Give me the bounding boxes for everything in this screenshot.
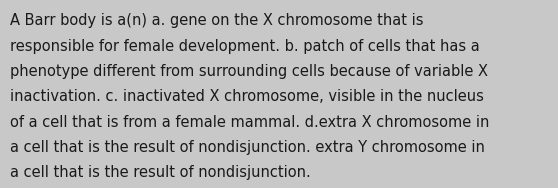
Text: of a cell that is from a female mammal. d.extra X chromosome in: of a cell that is from a female mammal. … bbox=[10, 115, 489, 130]
Text: A Barr body is a(n) a. gene on the X chromosome that is: A Barr body is a(n) a. gene on the X chr… bbox=[10, 13, 424, 28]
Text: responsible for female development. b. patch of cells that has a: responsible for female development. b. p… bbox=[10, 39, 480, 54]
Text: phenotype different from surrounding cells because of variable X: phenotype different from surrounding cel… bbox=[10, 64, 488, 79]
Text: a cell that is the result of nondisjunction. extra Y chromosome in: a cell that is the result of nondisjunct… bbox=[10, 140, 485, 155]
Text: a cell that is the result of nondisjunction.: a cell that is the result of nondisjunct… bbox=[10, 165, 311, 180]
Text: inactivation. c. inactivated X chromosome, visible in the nucleus: inactivation. c. inactivated X chromosom… bbox=[10, 89, 484, 104]
